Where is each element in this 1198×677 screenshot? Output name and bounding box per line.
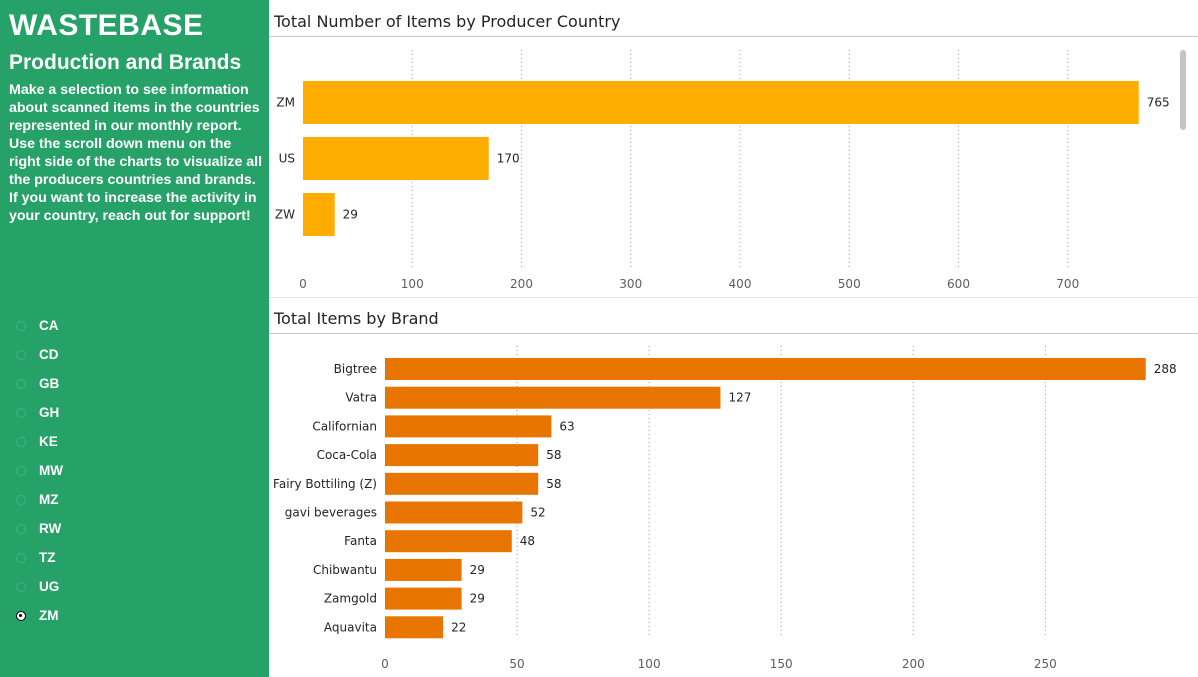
slicer-option-rw[interactable]: RW	[15, 520, 135, 540]
radio-button-icon[interactable]	[16, 437, 26, 447]
data-label: 58	[546, 448, 561, 462]
radio-button-icon[interactable]	[16, 582, 26, 592]
country-chart-title-rule	[269, 36, 1198, 37]
x-tick-label: 300	[619, 277, 642, 291]
data-label: 52	[530, 506, 545, 520]
radio-button-icon[interactable]	[16, 408, 26, 418]
x-tick-label: 600	[947, 277, 970, 291]
slicer-option-label: MW	[39, 463, 63, 478]
radio-button-icon[interactable]	[16, 379, 26, 389]
bar-zm	[303, 81, 1139, 124]
x-tick-label: 400	[729, 277, 752, 291]
category-label: ZM	[276, 96, 295, 110]
x-tick-label: 700	[1056, 277, 1079, 291]
brand-chart-title: Total Items by Brand	[274, 309, 439, 328]
slicer-option-label: TZ	[39, 550, 56, 565]
country-bar-chart: 0 100 200 300 400 500 600 700 ZM 765 US 170 ZW 29	[275, 50, 1170, 291]
slicer-option-gh[interactable]: GH	[15, 404, 135, 424]
page-description: Make a selection to see information abou…	[9, 82, 263, 224]
x-tick-label: 100	[638, 657, 661, 671]
slicer-option-ca[interactable]: CA	[15, 317, 135, 337]
slicer-option-mw[interactable]: MW	[15, 462, 135, 482]
x-tick-label: 0	[381, 657, 389, 671]
bar-californian	[385, 415, 552, 438]
x-tick-label: 250	[1034, 657, 1057, 671]
category-label: Zamgold	[324, 592, 377, 606]
category-label: Vatra	[345, 391, 377, 405]
sidebar: WASTEBASE Production and Brands Make a s…	[0, 0, 269, 677]
bar-coca-cola	[385, 444, 539, 467]
category-label: Chibwantu	[313, 563, 377, 577]
app-title: WASTEBASE	[9, 9, 204, 42]
radio-button-icon[interactable]	[16, 553, 26, 563]
slicer-option-label: CD	[39, 347, 59, 362]
slicer-option-ug[interactable]: UG	[15, 578, 135, 598]
slicer-option-label: RW	[39, 521, 62, 536]
bar-bigtree	[385, 358, 1146, 380]
category-label: US	[279, 152, 295, 166]
page-subtitle: Production and Brands	[9, 51, 242, 74]
slicer-option-label: MZ	[39, 492, 59, 507]
category-label: ZW	[275, 208, 295, 222]
brand-bar-chart: 0 50 100 150 200 250 Bigtree 288 Vatra 127 Califor…	[273, 346, 1177, 671]
bar-chibwantu	[385, 558, 462, 581]
category-label: Bigtree	[334, 362, 377, 376]
bar-vatra	[385, 386, 721, 409]
x-tick-label: 200	[902, 657, 925, 671]
slicer-option-label: UG	[39, 579, 60, 594]
data-label: 22	[451, 620, 466, 634]
x-tick-label: 50	[509, 657, 524, 671]
slicer-option-label: GB	[39, 376, 60, 391]
category-label: gavi beverages	[285, 506, 377, 520]
slicer-option-label: ZM	[39, 608, 59, 623]
category-label: Californian	[312, 419, 377, 433]
x-tick-label: 0	[299, 277, 307, 291]
slicer-option-mz[interactable]: MZ	[15, 491, 135, 511]
category-label: Fairy Bottiling (Z)	[273, 477, 377, 491]
data-label: 58	[546, 477, 561, 491]
bar-fanta	[385, 530, 512, 553]
data-label: 63	[559, 419, 574, 433]
radio-button-icon[interactable]	[16, 350, 26, 360]
slicer-option-cd[interactable]: CD	[15, 346, 135, 366]
data-label: 170	[497, 152, 520, 166]
bar-fairy-bottiling-z-	[385, 472, 539, 495]
radio-button-icon[interactable]	[16, 321, 26, 331]
data-label: 127	[728, 391, 751, 405]
radio-button-icon[interactable]	[16, 466, 26, 476]
country-chart-scrollbar-thumb[interactable]	[1180, 50, 1186, 130]
bar-us	[303, 137, 489, 180]
slicer-option-ke[interactable]: KE	[15, 433, 135, 453]
chart-separator	[269, 297, 1198, 298]
slicer-option-label: CA	[39, 318, 59, 333]
brand-chart-title-rule	[269, 333, 1198, 334]
slicer-option-zm[interactable]: ZM	[15, 607, 135, 627]
slicer-option-tz[interactable]: TZ	[15, 549, 135, 569]
category-label: Fanta	[344, 534, 377, 548]
data-label: 29	[470, 592, 485, 606]
x-tick-label: 200	[510, 277, 533, 291]
bar-zamgold	[385, 587, 462, 610]
slicer-option-label: KE	[39, 434, 58, 449]
category-label: Aquavita	[324, 620, 377, 634]
data-label: 48	[520, 534, 535, 548]
x-tick-label: 100	[401, 277, 424, 291]
data-label: 765	[1147, 96, 1170, 110]
x-tick-label: 500	[838, 277, 861, 291]
bar-aquavita	[385, 616, 444, 639]
data-label: 288	[1154, 362, 1177, 376]
category-label: Coca-Cola	[317, 448, 377, 462]
slicer-option-gb[interactable]: GB	[15, 375, 135, 395]
data-label: 29	[470, 563, 485, 577]
radio-button-icon[interactable]	[16, 611, 26, 621]
radio-button-icon[interactable]	[16, 495, 26, 505]
radio-button-icon[interactable]	[16, 524, 26, 534]
x-tick-label: 150	[770, 657, 793, 671]
country-chart-title: Total Number of Items by Producer Countr…	[274, 12, 621, 31]
slicer-option-label: GH	[39, 405, 60, 420]
bar-zw	[303, 193, 335, 236]
bar-gavi-beverages	[385, 501, 523, 524]
data-label: 29	[343, 208, 358, 222]
